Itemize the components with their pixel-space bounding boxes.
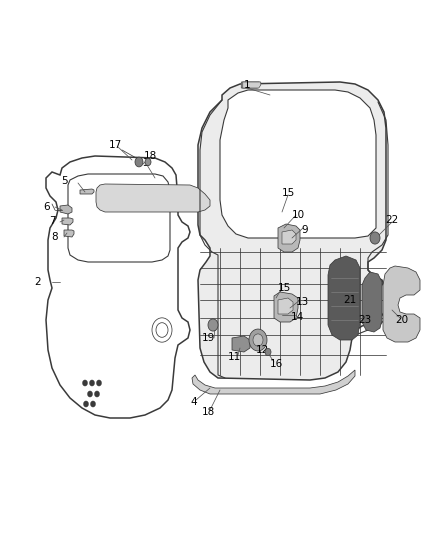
Text: 18: 18 xyxy=(201,407,215,417)
Polygon shape xyxy=(383,266,420,342)
Polygon shape xyxy=(274,292,298,322)
Polygon shape xyxy=(232,336,250,352)
Text: 21: 21 xyxy=(343,295,357,305)
Text: 10: 10 xyxy=(291,210,304,220)
Polygon shape xyxy=(96,184,210,212)
Text: 23: 23 xyxy=(358,315,371,325)
Circle shape xyxy=(135,157,143,167)
Text: 19: 19 xyxy=(201,333,215,343)
Text: 15: 15 xyxy=(281,188,295,198)
Text: 5: 5 xyxy=(61,176,67,186)
Circle shape xyxy=(96,380,102,386)
Text: 6: 6 xyxy=(44,202,50,212)
Circle shape xyxy=(370,232,380,244)
Polygon shape xyxy=(62,218,73,225)
Polygon shape xyxy=(278,298,293,314)
Circle shape xyxy=(91,401,95,407)
Text: 20: 20 xyxy=(396,315,409,325)
Polygon shape xyxy=(242,82,260,88)
Polygon shape xyxy=(198,82,386,380)
Circle shape xyxy=(145,158,151,166)
Circle shape xyxy=(253,334,263,346)
Text: 13: 13 xyxy=(295,297,309,307)
Polygon shape xyxy=(362,272,382,332)
Polygon shape xyxy=(282,230,296,244)
Polygon shape xyxy=(278,224,300,252)
Polygon shape xyxy=(192,370,355,394)
Circle shape xyxy=(82,380,88,386)
Text: 4: 4 xyxy=(191,397,197,407)
Text: 22: 22 xyxy=(385,215,399,225)
Text: 12: 12 xyxy=(255,345,268,355)
Text: 16: 16 xyxy=(269,359,283,369)
Polygon shape xyxy=(241,82,259,88)
Polygon shape xyxy=(80,189,94,194)
Polygon shape xyxy=(220,90,376,238)
Circle shape xyxy=(84,401,88,407)
Polygon shape xyxy=(243,82,261,88)
Text: 3: 3 xyxy=(141,158,148,168)
Polygon shape xyxy=(60,205,72,214)
Circle shape xyxy=(95,391,99,397)
Text: 9: 9 xyxy=(302,225,308,235)
Text: 14: 14 xyxy=(290,312,304,322)
Text: 17: 17 xyxy=(108,140,122,150)
Polygon shape xyxy=(328,256,360,340)
Text: 11: 11 xyxy=(227,352,240,362)
Circle shape xyxy=(89,380,95,386)
Text: 1: 1 xyxy=(244,80,250,90)
Circle shape xyxy=(208,319,218,331)
Circle shape xyxy=(88,391,92,397)
Polygon shape xyxy=(64,230,74,237)
Text: 18: 18 xyxy=(143,151,157,161)
Text: 7: 7 xyxy=(49,216,55,226)
Text: 15: 15 xyxy=(277,283,291,293)
Text: 8: 8 xyxy=(52,232,58,242)
Circle shape xyxy=(249,329,267,351)
Text: 2: 2 xyxy=(35,277,41,287)
Circle shape xyxy=(265,349,271,356)
